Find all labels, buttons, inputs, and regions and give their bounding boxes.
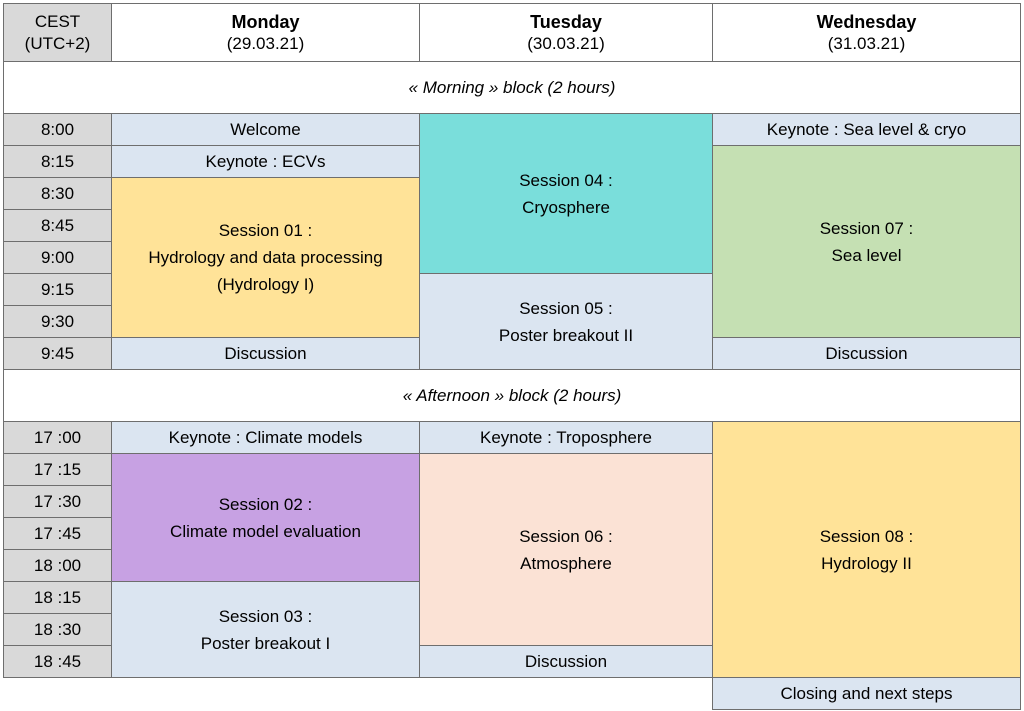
day-name: Wednesday	[816, 11, 917, 32]
time-slot: 9:00	[3, 241, 112, 274]
time-slot: 18 :00	[3, 549, 112, 582]
time-slot: 18 :45	[3, 645, 112, 678]
session-title: Session 03 :	[218, 606, 313, 626]
session-title: Session 06 :	[519, 526, 613, 546]
session-05: Session 05 : Poster breakout II	[419, 273, 713, 370]
session-title: Session 02 :	[218, 494, 313, 514]
wednesday-discussion: Discussion	[712, 337, 1021, 370]
session-07: Session 07 : Sea level	[712, 145, 1021, 338]
session-01: Session 01 : Hydrology and data processi…	[111, 177, 420, 338]
wednesday-closing: Closing and next steps	[712, 677, 1021, 710]
session-04: Session 04 : Cryosphere	[419, 113, 713, 274]
session-subtitle: (Hydrology I)	[216, 275, 315, 294]
session-topic: Poster breakout I	[200, 633, 331, 653]
day-name: Monday	[231, 11, 300, 32]
wednesday-keynote-sea-level: Keynote : Sea level & cryo	[712, 113, 1021, 146]
day-date: (31.03.21)	[827, 33, 906, 53]
day-header-wednesday: Wednesday (31.03.21)	[712, 3, 1021, 62]
day-header-tuesday: Tuesday (30.03.21)	[419, 3, 713, 62]
timezone-header: CEST (UTC+2)	[3, 3, 112, 62]
session-topic: Sea level	[831, 245, 902, 265]
monday-keynote-ecvs: Keynote : ECVs	[111, 145, 420, 178]
session-topic: Cryosphere	[522, 197, 610, 217]
time-slot: 8:15	[3, 145, 112, 178]
time-slot: 9:15	[3, 273, 112, 306]
time-slot: 17 :30	[3, 485, 112, 518]
session-title: Session 04 :	[519, 170, 613, 190]
time-slot: 8:30	[3, 177, 112, 210]
session-title: Session 05 :	[519, 298, 613, 318]
session-title: Session 08 :	[819, 526, 914, 546]
tuesday-discussion: Discussion	[419, 645, 713, 678]
monday-welcome: Welcome	[111, 113, 420, 146]
timezone-offset: (UTC+2)	[24, 33, 91, 53]
time-slot: 17 :45	[3, 517, 112, 550]
day-name: Tuesday	[530, 11, 602, 32]
session-topic: Hydrology II	[821, 553, 912, 573]
session-title: Session 07 :	[819, 218, 914, 238]
day-header-monday: Monday (29.03.21)	[111, 3, 420, 62]
day-date: (29.03.21)	[226, 33, 305, 53]
morning-block-label: « Morning » block (2 hours)	[3, 61, 1021, 114]
session-title: Session 01 :	[218, 221, 313, 240]
session-03: Session 03 : Poster breakout I	[111, 581, 420, 678]
session-topic: Poster breakout II	[498, 325, 634, 345]
time-slot: 18 :30	[3, 613, 112, 646]
tuesday-keynote-troposphere: Keynote : Troposphere	[419, 421, 713, 454]
monday-keynote-climate: Keynote : Climate models	[111, 421, 420, 454]
session-06: Session 06 : Atmosphere	[419, 453, 713, 646]
time-slot: 8:00	[3, 113, 112, 146]
session-topic: Atmosphere	[520, 553, 612, 573]
afternoon-block-label: « Afternoon » block (2 hours)	[3, 369, 1021, 422]
timezone-label: CEST	[34, 11, 81, 31]
time-slot: 18 :15	[3, 581, 112, 614]
monday-discussion: Discussion	[111, 337, 420, 370]
session-topic: Hydrology and data processing	[148, 248, 383, 267]
time-slot: 17 :00	[3, 421, 112, 454]
time-slot: 17 :15	[3, 453, 112, 486]
day-date: (30.03.21)	[527, 33, 605, 53]
session-topic: Climate model evaluation	[170, 521, 361, 541]
time-slot: 9:30	[3, 305, 112, 338]
session-02: Session 02 : Climate model evaluation	[111, 453, 420, 582]
time-slot: 8:45	[3, 209, 112, 242]
time-slot: 9:45	[3, 337, 112, 370]
session-08: Session 08 : Hydrology II	[712, 421, 1021, 678]
